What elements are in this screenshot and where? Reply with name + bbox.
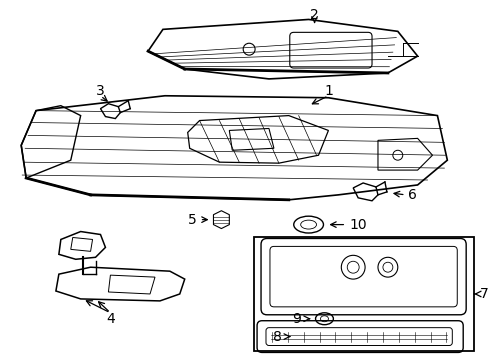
Bar: [254, 238, 473, 351]
Text: 6: 6: [407, 188, 416, 202]
Text: 4: 4: [106, 312, 115, 326]
Text: 5: 5: [188, 213, 197, 227]
Text: 7: 7: [479, 287, 488, 301]
Text: 2: 2: [309, 9, 318, 22]
Text: 9: 9: [292, 312, 301, 326]
Text: 8: 8: [273, 330, 282, 343]
Text: 10: 10: [348, 217, 366, 231]
Text: 1: 1: [324, 84, 332, 98]
Text: 3: 3: [96, 84, 104, 98]
